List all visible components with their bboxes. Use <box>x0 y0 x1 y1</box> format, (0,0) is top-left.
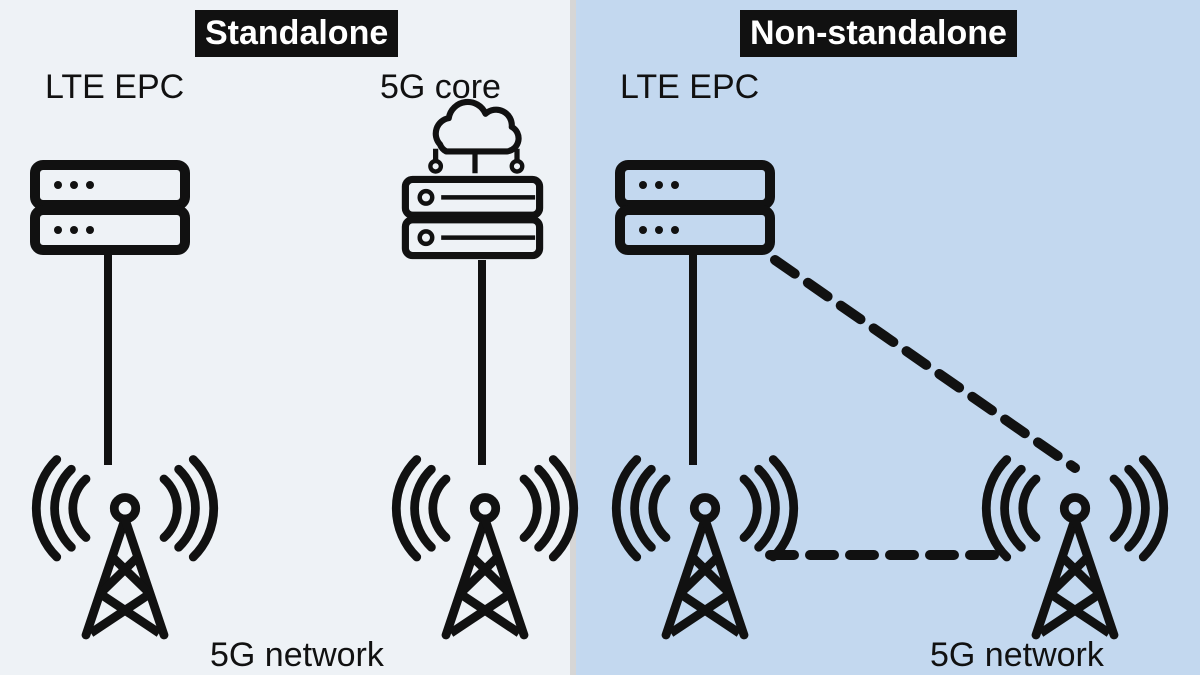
dashed-line <box>775 260 1075 468</box>
dashed-connections <box>0 0 1200 675</box>
diagram-canvas: Standalone Non-standalone LTE EPC 5G cor… <box>0 0 1200 675</box>
